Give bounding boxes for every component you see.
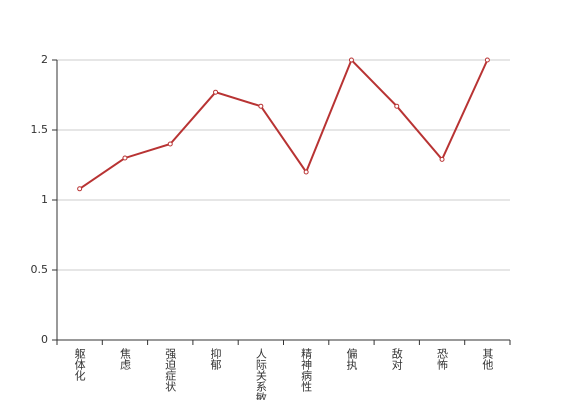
point [213, 89, 219, 95]
x-tick-label: 精神病性 [300, 348, 313, 393]
y-tick-label: 0 [41, 333, 48, 346]
x-tick-label: 偏执 [345, 347, 358, 371]
x-tick-label: 抑郁 [209, 347, 222, 370]
point [258, 103, 264, 109]
x-tick-label: 人际关系敏感 [254, 348, 267, 400]
y-tick-label: 1.5 [31, 123, 49, 136]
point [394, 103, 400, 109]
point [303, 169, 309, 175]
x-tick-label: 焦虑 [118, 348, 131, 370]
point [439, 156, 445, 162]
y-tick-label: 0.5 [31, 263, 49, 276]
x-tick-label: 恐怖 [436, 348, 449, 370]
line [79, 58, 489, 190]
point [167, 141, 173, 147]
x-tick-label: 强迫症状 [164, 348, 177, 392]
point [122, 155, 128, 161]
x-tick-label: 其他 [481, 348, 494, 370]
x-tick-label: 敌对 [390, 347, 403, 370]
y-tick-label: 2 [41, 53, 48, 66]
point [484, 57, 490, 63]
point [348, 57, 354, 63]
y-tick-label: 1 [41, 193, 48, 206]
x-tick-label: 躯体化 [73, 348, 86, 382]
point [77, 186, 83, 192]
